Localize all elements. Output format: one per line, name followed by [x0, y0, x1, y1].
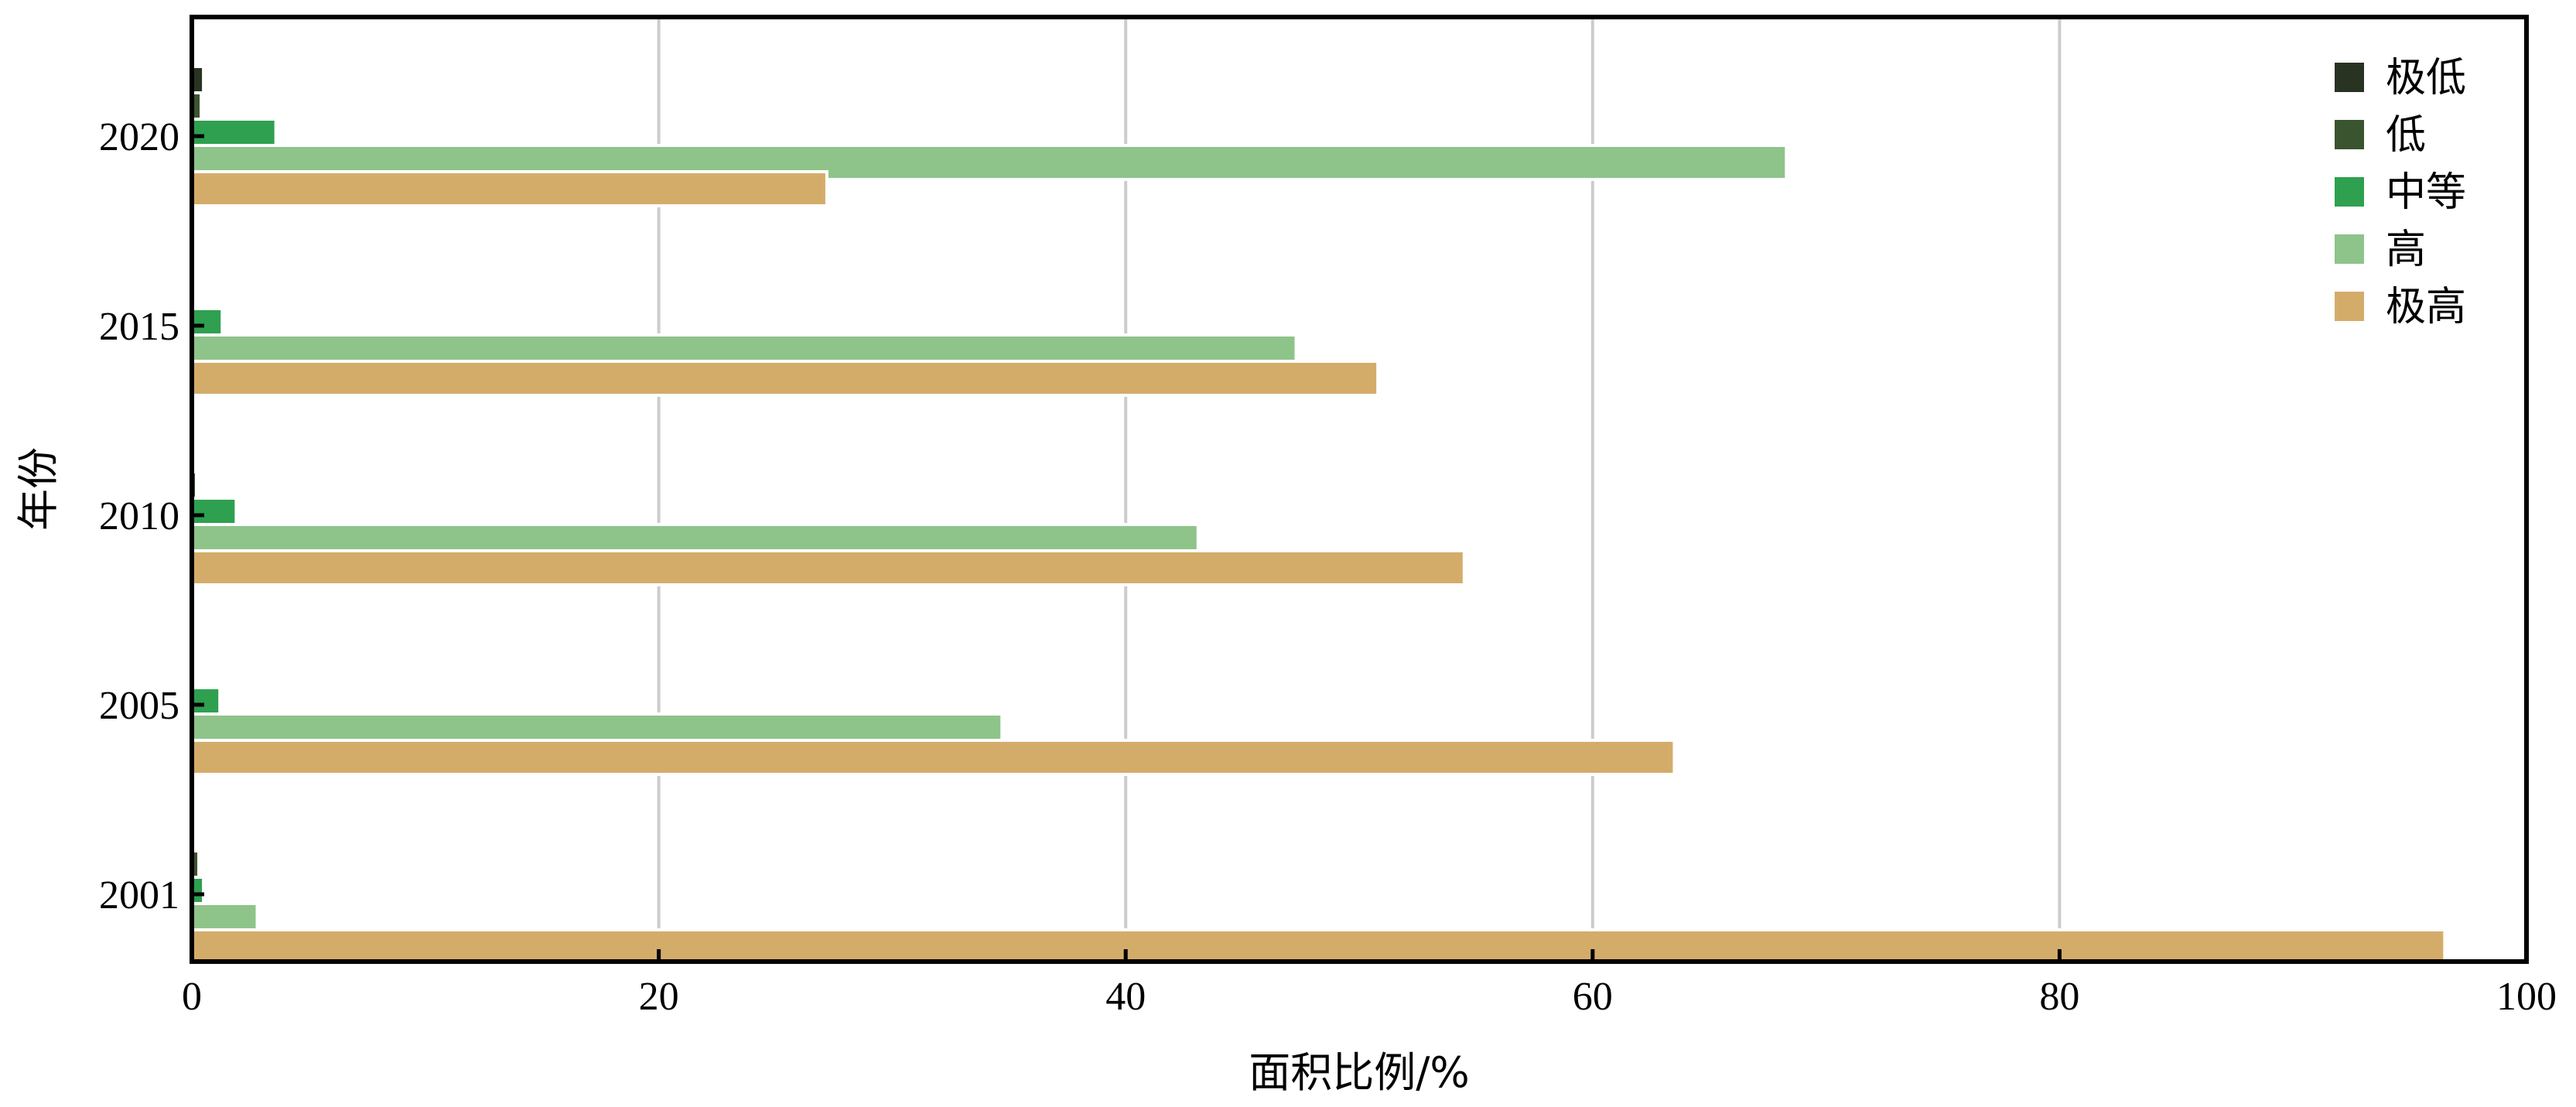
x-tick-label: 0 [182, 975, 202, 1019]
x-tick-label: 80 [2039, 975, 2079, 1019]
y-tick-label: 2005 [99, 684, 179, 728]
x-tick-label: 40 [1105, 975, 1146, 1019]
y-tick-label: 2010 [99, 494, 179, 538]
x-tick-label: 60 [1573, 975, 1613, 1019]
legend-item: 低 [2335, 112, 2426, 159]
legend-swatch [2335, 292, 2364, 321]
y-axis: 2001 2005 2010 2015 2020 [99, 115, 204, 917]
x-tick-label: 20 [639, 975, 679, 1019]
legend-label: 中等 [2386, 169, 2466, 216]
bars [190, 65, 2447, 965]
bar [190, 928, 2447, 965]
legend-label: 极高 [2386, 284, 2466, 330]
bar [190, 739, 1676, 776]
x-axis-title: 面积比例/% [1249, 1048, 1470, 1097]
x-tick-label: 100 [2496, 975, 2557, 1019]
x-axis: 0 20 40 60 80 100 [182, 949, 2557, 1019]
legend-item: 高 [2335, 227, 2426, 273]
bar [190, 360, 1380, 397]
y-tick-label: 2015 [99, 305, 179, 349]
y-tick-label: 2020 [99, 115, 179, 159]
legend-swatch [2335, 234, 2364, 264]
legend-swatch [2335, 63, 2364, 92]
legend-swatch [2335, 120, 2364, 149]
plot-frame [190, 15, 2529, 964]
legend-swatch [2335, 177, 2364, 207]
legend-item: 中等 [2335, 169, 2466, 216]
legend-label: 高 [2386, 227, 2426, 273]
y-axis-title: 年份 [14, 447, 63, 531]
legend-label: 低 [2386, 112, 2426, 159]
bar [190, 170, 828, 207]
legend-label: 极低 [2386, 55, 2466, 101]
bar [190, 549, 1466, 586]
legend-item: 极高 [2335, 284, 2466, 330]
legend-item: 极低 [2335, 55, 2466, 101]
y-tick-label: 2001 [99, 873, 179, 917]
